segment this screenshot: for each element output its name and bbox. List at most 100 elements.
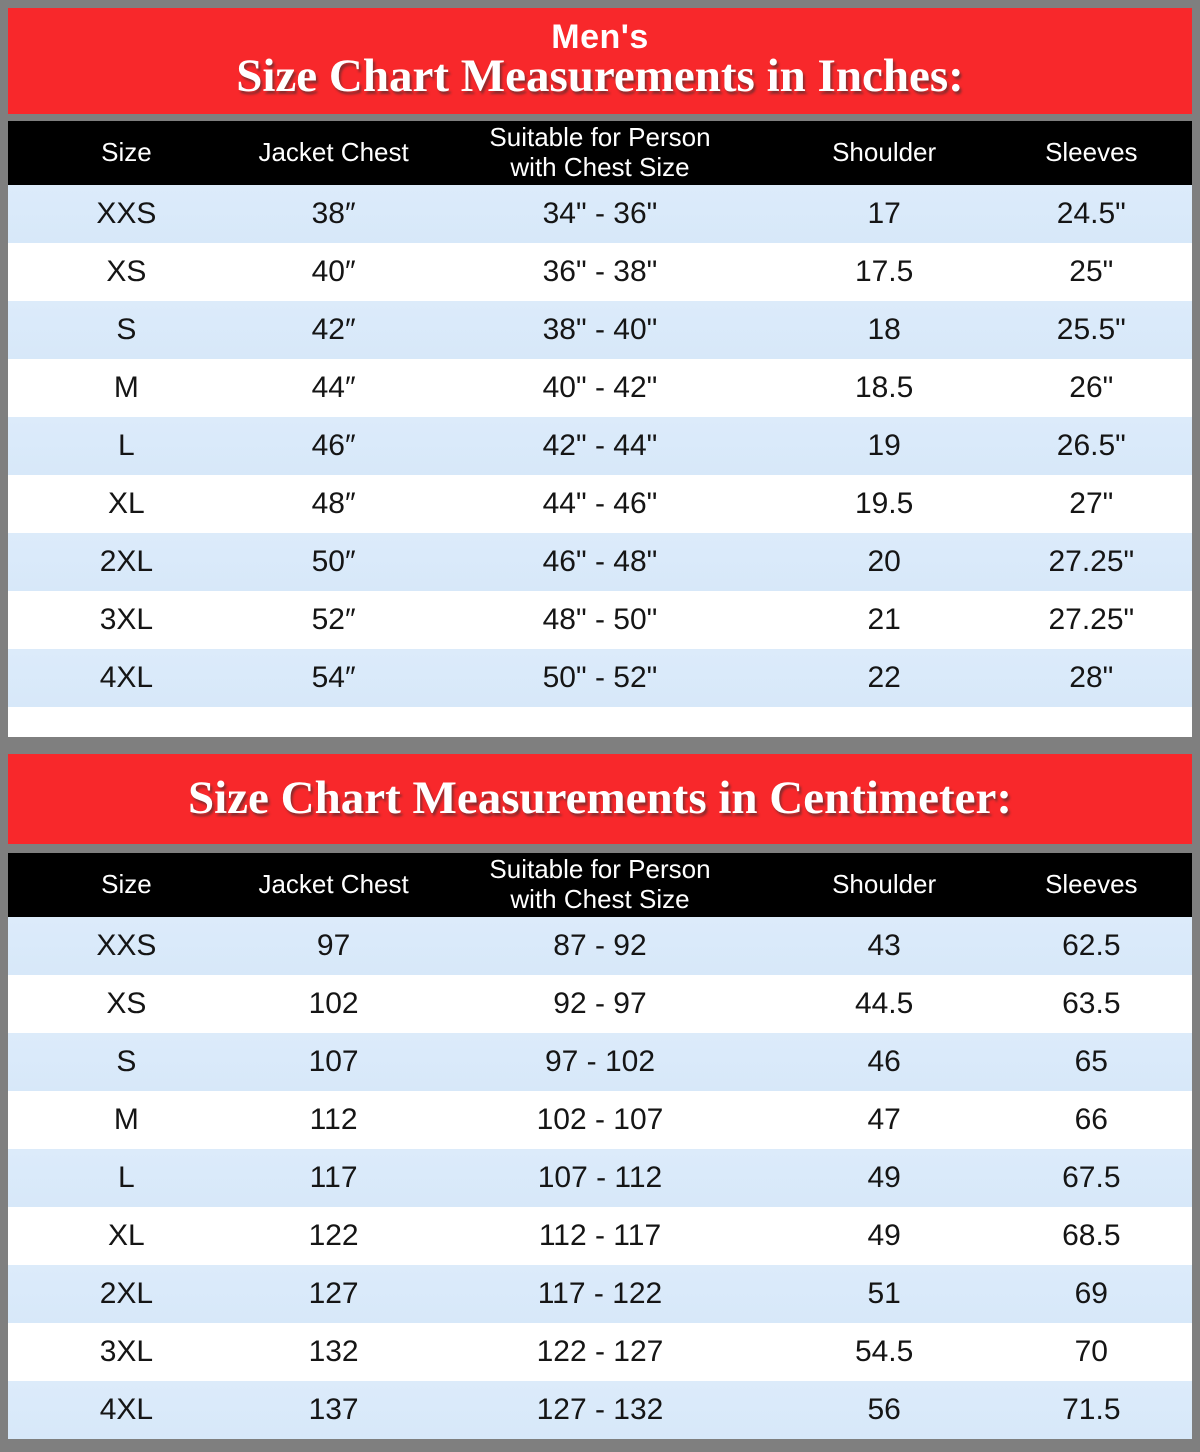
column-header-jacket-chest: Jacket Chest: [258, 869, 409, 900]
table-cell: 122 - 127: [536, 1335, 664, 1368]
table-cell: 44" - 46": [542, 487, 658, 520]
table-cell: 97 - 102: [544, 1045, 656, 1078]
table-row: XS 102 92 - 97 44.5 63.5: [8, 975, 1192, 1033]
table-cell: 19.5: [854, 487, 914, 520]
column-header-shoulder: Shoulder: [832, 137, 937, 168]
cm-banner-title: Size Chart Measurements in Centimeter:: [187, 772, 1012, 825]
table-cell: 97: [316, 929, 351, 962]
table-row: XXS 38″ 34" - 36" 17 24.5": [8, 185, 1192, 243]
table-cell: 3XL: [99, 1335, 154, 1368]
table-cell: S: [116, 1045, 137, 1078]
table-cell: 25": [1069, 255, 1114, 288]
table-row: XL 48″ 44" - 46" 19.5 27": [8, 475, 1192, 533]
table-cell: 18.5: [854, 371, 914, 404]
table-cell: 40" - 42": [542, 371, 658, 404]
table-cell: 63.5: [1062, 987, 1121, 1020]
table-cell: 2XL: [99, 545, 154, 578]
cm-table-body: XXS 97 87 - 92 43 62.5 XS 102 92 - 97 44.5 63.5 S 1…: [8, 917, 1192, 1439]
table-row: XL 122 112 - 117 49 68.5: [8, 1207, 1192, 1265]
table-cell: 49: [867, 1161, 901, 1194]
table-cell: 127: [308, 1277, 359, 1310]
table-row: 4XL 137 127 - 132 56 71.5: [8, 1381, 1192, 1439]
table-row: M 44″ 40" - 42" 18.5 26": [8, 359, 1192, 417]
table-cell: 46" - 48": [542, 545, 658, 578]
table-cell: 54″: [311, 661, 356, 694]
table-cell: 27.25": [1048, 545, 1135, 578]
table-cell: XXS: [96, 929, 157, 962]
table-cell: M: [113, 371, 139, 404]
table-cell: 38" - 40": [542, 313, 658, 346]
table-cell: 122: [308, 1219, 359, 1252]
table-cell: XL: [108, 487, 145, 520]
table-cell: 20: [867, 545, 901, 578]
table-cell: 44.5: [854, 987, 914, 1020]
table-cell: 3XL: [99, 603, 154, 636]
table-cell: 17: [867, 197, 901, 230]
column-header-chest-size: Suitable for Person with Chest Size: [489, 122, 711, 182]
table-cell: 127 - 132: [536, 1393, 664, 1426]
table-cell: 71.5: [1062, 1393, 1121, 1426]
table-cell: 46″: [311, 429, 356, 462]
table-cell: 87 - 92: [553, 929, 647, 962]
table-cell: 42″: [311, 313, 356, 346]
column-header-size: Size: [101, 137, 152, 168]
inches-table-footer-strip: [8, 707, 1192, 737]
column-header-sleeves: Sleeves: [1045, 137, 1138, 168]
table-cell: XS: [106, 987, 147, 1020]
table-row: L 46″ 42" - 44" 19 26.5": [8, 417, 1192, 475]
table-cell: 112 - 117: [538, 1219, 662, 1252]
table-cell: 66: [1074, 1103, 1108, 1136]
table-cell: 47: [867, 1103, 901, 1136]
size-chart-graphic: Men's Size Chart Measurements in Inches:…: [8, 8, 1192, 1439]
table-cell: 17.5: [854, 255, 914, 288]
table-cell: 112: [309, 1103, 358, 1136]
table-cell: 46: [867, 1045, 901, 1078]
table-cell: 117: [309, 1161, 358, 1194]
table-row: 4XL 54″ 50" - 52" 22 28": [8, 649, 1192, 707]
table-cell: 2XL: [99, 1277, 154, 1310]
table-cell: 25.5": [1056, 313, 1126, 346]
table-cell: 65: [1074, 1045, 1108, 1078]
table-cell: 34" - 36": [542, 197, 658, 230]
table-cell: XL: [108, 1219, 145, 1252]
table-row: L 117 107 - 112 49 67.5: [8, 1149, 1192, 1207]
table-row: M 112 102 - 107 47 66: [8, 1091, 1192, 1149]
column-header-shoulder: Shoulder: [832, 869, 937, 900]
table-cell: 19: [867, 429, 901, 462]
table-cell: 21: [867, 603, 901, 636]
table-cell: 48" - 50": [542, 603, 658, 636]
table-cell: 132: [308, 1335, 359, 1368]
table-cell: 48″: [311, 487, 356, 520]
inches-column-headers: Size Jacket Chest Suitable for Person wi…: [8, 121, 1192, 185]
table-cell: 22: [867, 661, 901, 694]
table-cell: 28": [1069, 661, 1114, 694]
table-cell: 36" - 38": [542, 255, 658, 288]
table-cell: 42" - 44": [542, 429, 658, 462]
table-cell: 62.5: [1062, 929, 1121, 962]
table-row: S 107 97 - 102 46 65: [8, 1033, 1192, 1091]
column-header-chest-size: Suitable for Person with Chest Size: [489, 854, 711, 914]
table-cell: 117 - 122: [537, 1277, 663, 1310]
table-cell: 102 - 107: [536, 1103, 664, 1136]
table-cell: 102: [308, 987, 359, 1020]
cm-column-headers: Size Jacket Chest Suitable for Person wi…: [8, 853, 1192, 917]
inches-banner: Men's Size Chart Measurements in Inches:: [8, 8, 1192, 114]
table-row: 2XL 50″ 46" - 48" 20 27.25": [8, 533, 1192, 591]
table-cell: 38″: [311, 197, 356, 230]
table-cell: 107 - 112: [537, 1161, 663, 1194]
table-cell: 44″: [311, 371, 356, 404]
table-cell: 50″: [311, 545, 356, 578]
column-header-size: Size: [101, 869, 152, 900]
table-cell: XS: [106, 255, 147, 288]
table-cell: 56: [867, 1393, 901, 1426]
table-cell: M: [113, 1103, 139, 1136]
table-cell: 4XL: [99, 661, 154, 694]
table-cell: 27": [1069, 487, 1114, 520]
table-cell: 18: [867, 313, 901, 346]
column-header-sleeves: Sleeves: [1045, 869, 1138, 900]
table-cell: L: [118, 429, 135, 462]
column-header-jacket-chest: Jacket Chest: [258, 137, 409, 168]
table-cell: 68.5: [1062, 1219, 1121, 1252]
table-cell: 69: [1074, 1277, 1108, 1310]
table-cell: 4XL: [99, 1393, 154, 1426]
